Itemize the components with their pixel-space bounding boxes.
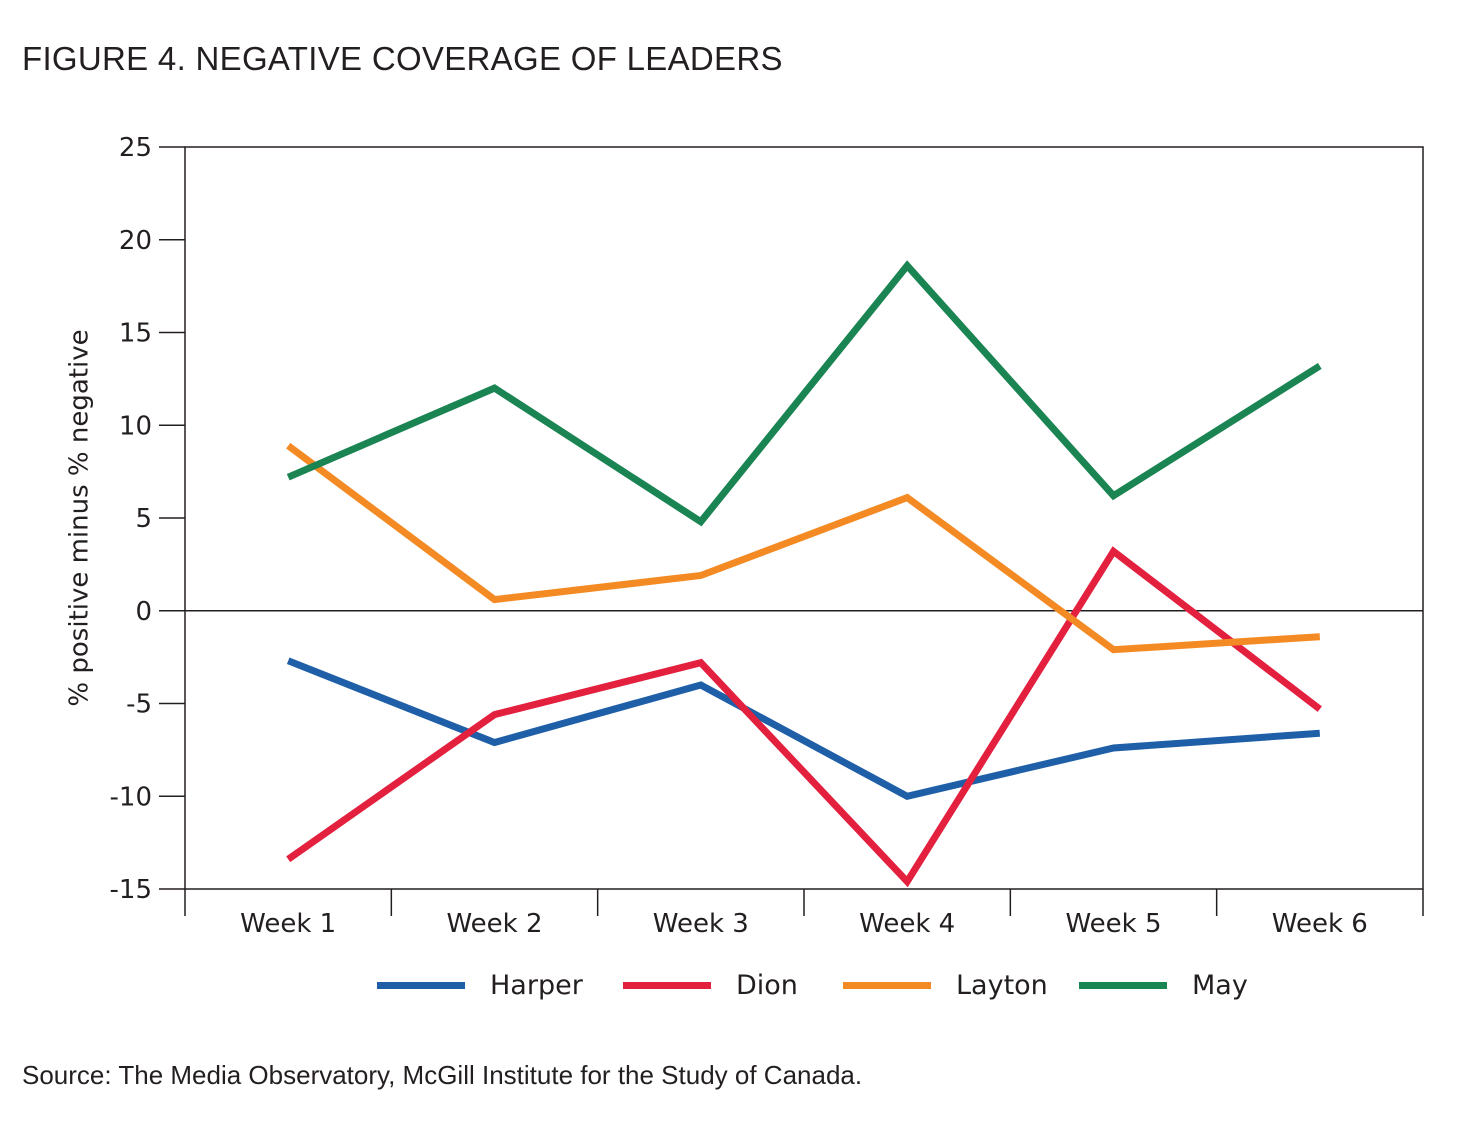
y-axis-ticks: 25 20 15 10 5 0 -5 -10 -15 xyxy=(110,133,185,905)
x-tick-label: Week 3 xyxy=(653,909,749,939)
legend-swatch xyxy=(623,981,711,989)
x-tick-label: Week 6 xyxy=(1272,909,1368,939)
plot-frame xyxy=(184,146,1424,890)
series-line-layton xyxy=(286,442,1321,654)
y-tick-label: 0 xyxy=(135,597,152,627)
legend-item-dion: Dion xyxy=(623,960,798,1010)
y-tick-label: -15 xyxy=(110,875,152,905)
series-line-may xyxy=(286,260,1322,527)
series-line-dion xyxy=(286,546,1322,888)
y-tick-label: 15 xyxy=(119,319,152,349)
y-tick-label: 5 xyxy=(135,504,152,534)
legend-label: May xyxy=(1192,969,1248,1001)
x-tick-label: Week 4 xyxy=(859,909,955,939)
series-line-harper xyxy=(286,657,1321,801)
legend-swatch xyxy=(1079,981,1167,989)
legend-label: Harper xyxy=(490,969,583,1001)
y-tick-label: -10 xyxy=(110,782,152,812)
legend-item-may: May xyxy=(1079,960,1248,1010)
source-note: Source: The Media Observatory, McGill In… xyxy=(22,1060,863,1090)
y-tick-label: 25 xyxy=(119,133,152,163)
legend-label: Dion xyxy=(736,969,798,1001)
x-axis-ticks: Week 1 Week 2 Week 3 Week 4 Week 5 Week 6 xyxy=(184,889,1424,939)
x-tick-label: Week 2 xyxy=(446,909,542,939)
legend-swatch xyxy=(377,981,465,989)
legend-swatch xyxy=(843,981,931,989)
figure-title: FIGURE 4. NEGATIVE COVERAGE OF LEADERS xyxy=(22,40,783,77)
legend: Harper Dion Layton May xyxy=(0,960,1463,1010)
y-tick-label: 20 xyxy=(119,226,152,256)
series-lines xyxy=(286,260,1322,888)
legend-item-harper: Harper xyxy=(377,960,583,1010)
y-axis-title: % positive minus % negative xyxy=(65,329,95,706)
y-tick-label: -5 xyxy=(126,690,152,720)
y-tick-label: 10 xyxy=(119,411,152,441)
legend-label: Layton xyxy=(956,969,1048,1001)
x-tick-label: Week 1 xyxy=(240,909,336,939)
legend-item-layton: Layton xyxy=(843,960,1048,1010)
x-tick-label: Week 5 xyxy=(1065,909,1161,939)
axes xyxy=(184,146,1424,890)
